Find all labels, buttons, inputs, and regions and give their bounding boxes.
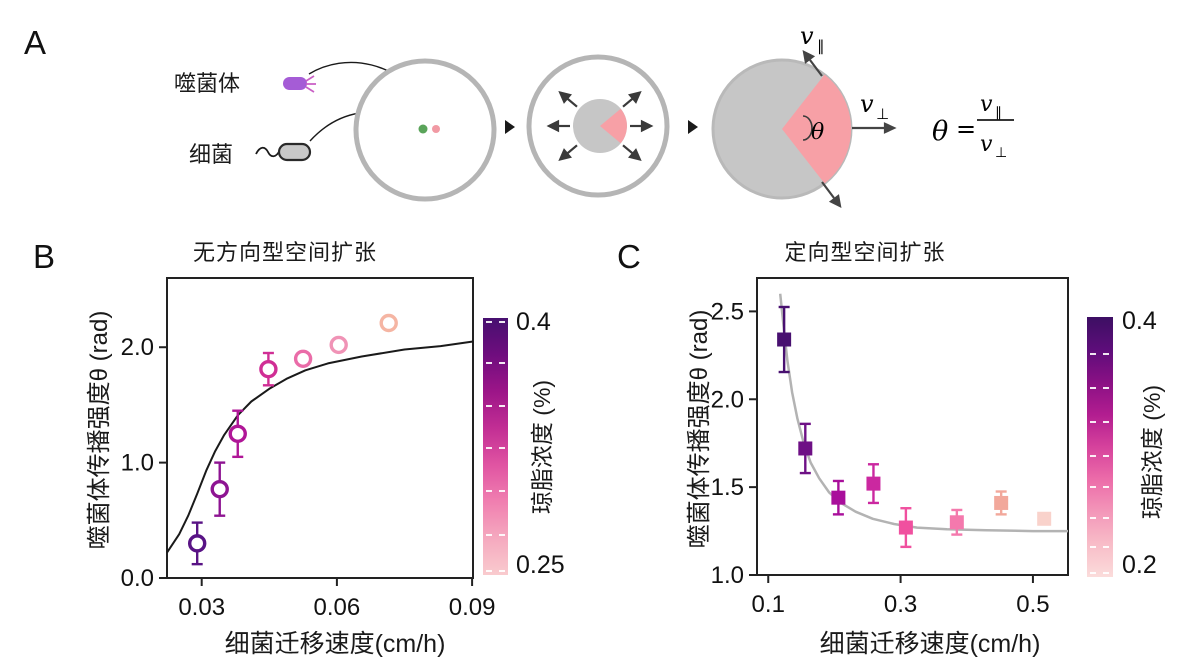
data-point-B-1 (187, 521, 207, 566)
tangential-arrows (802, 50, 842, 208)
radial-arrow (852, 122, 897, 134)
svg-text:v: v (860, 90, 874, 118)
colorbar-tick-dash (1090, 421, 1109, 423)
data-point-C-2 (798, 422, 813, 475)
data-point-C-3 (831, 479, 846, 516)
chart-b-colorbar-label: 琼脂浓度 (%) (529, 379, 555, 515)
y-tick-label-B: 0.0 (121, 565, 154, 592)
angle-arc (802, 115, 813, 141)
data-point-C-4 (866, 463, 881, 505)
y-tick-label-B: 2.0 (121, 334, 154, 361)
chart-c-plot: 0.1 0.3 0.5 1.0 1.5 2.0 2.5 (711, 277, 1069, 618)
panel-b-label: B (33, 238, 56, 275)
plot-frame-B (166, 277, 474, 579)
x-tick-label-B: 0.03 (178, 594, 225, 621)
expansion-arrows (546, 91, 654, 161)
petri-dish-inoculation (353, 58, 497, 202)
v-perp-label: v ⊥ (860, 90, 889, 123)
svg-text:v: v (800, 22, 814, 50)
fit-curve-C (778, 293, 1068, 533)
fit-curve-B (166, 340, 474, 554)
v-parallel-label: v ∥ (800, 22, 825, 55)
colorbar-tick-dash (486, 569, 505, 572)
data-point-B-4 (259, 351, 278, 387)
x-tick-label-C: 0.3 (884, 591, 917, 618)
chart-b-xlabel: 细菌迁移速度(cm/h) (224, 630, 446, 658)
svg-text:v: v (980, 92, 993, 117)
y-tick-label-C: 1.5 (711, 474, 744, 501)
y-tick-label-C: 2.0 (711, 386, 744, 413)
phage-sector (782, 74, 852, 184)
phage-label: 噬菌体 (174, 71, 240, 96)
svg-text:∥: ∥ (817, 37, 825, 55)
colorbar-tick-dash (1090, 517, 1109, 520)
svg-text:⊥: ⊥ (876, 105, 889, 123)
phage-zone-small (600, 108, 627, 144)
y-tick-label-C: 2.5 (711, 298, 744, 325)
data-point-B-6 (329, 335, 348, 355)
chart-c-colorbar (1087, 317, 1113, 577)
theta-equation: θ = v ∥ v ⊥ (932, 92, 1014, 161)
phage-seed-dot (432, 125, 440, 133)
chart-c-colorbar-max: 0.4 (1122, 307, 1157, 335)
colorbar-tick-dash (1090, 387, 1109, 390)
colorbar-tick-dash (1090, 486, 1109, 488)
data-point-C-5 (898, 507, 913, 549)
chart-b-colorbar-max: 0.4 (516, 308, 551, 336)
svg-text:=: = (956, 115, 976, 143)
svg-text:∥: ∥ (995, 105, 1002, 121)
bacteria-label: 细菌 (189, 142, 233, 167)
colorbar-tick-dash (1090, 571, 1109, 574)
svg-text:⊥: ⊥ (995, 145, 1007, 161)
colorbar-tick-dash (486, 490, 505, 493)
colorbar-tick-dash (486, 533, 505, 536)
flagellum (255, 146, 281, 158)
x-tick-label-B: 0.06 (314, 594, 361, 621)
step-arrow-1 (505, 120, 515, 134)
x-tick-label-B: 0.09 (449, 594, 495, 621)
x-tick-label-C: 0.5 (1016, 591, 1049, 618)
colorbar-tick-dash (486, 361, 505, 364)
colorbar-tick-dash (486, 446, 505, 449)
chart-b-title: 无方向型空间扩张 (192, 240, 377, 265)
data-point-C-7 (994, 490, 1009, 516)
chart-b-colorbar (483, 318, 508, 575)
x-tick-label-C: 0.1 (752, 591, 785, 618)
petri-dish-expansion (526, 54, 670, 198)
svg-text:θ: θ (932, 116, 948, 147)
colorbar-tick-dash (1090, 545, 1109, 548)
panel-a-label: A (24, 24, 47, 61)
panel-c-label: C (617, 238, 641, 275)
data-point-B-7 (379, 313, 398, 333)
panel-a-diagram: 噬菌体 细菌 (174, 22, 1014, 208)
colorbar-tick-dash (1090, 353, 1109, 356)
petri-dish-final: θ (711, 50, 897, 208)
data-point-C-1 (777, 305, 792, 374)
step-arrow-2 (688, 120, 698, 134)
data-point-B-3 (228, 409, 247, 459)
colorbar-tick-dash (486, 320, 505, 323)
data-point-C-6 (949, 508, 964, 536)
y-tick-label-B: 1.0 (121, 450, 154, 477)
data-point-B-2 (210, 461, 229, 517)
chart-c-title: 定向型空间扩张 (784, 240, 946, 265)
bacterium-icon (255, 142, 312, 162)
data-point-B-5 (293, 349, 313, 368)
y-tick-label-C: 1.0 (711, 562, 744, 589)
colorbar-tick-dash (486, 405, 505, 408)
data-point-C-8 (1037, 511, 1052, 526)
theta-angle-label: θ (811, 120, 824, 145)
svg-text:v: v (980, 132, 993, 157)
plot-frame-C (756, 277, 1069, 576)
colorbar-tick-dash (1090, 454, 1109, 457)
chart-b-colorbar-min: 0.25 (516, 551, 565, 579)
chart-c-xlabel: 细菌迁移速度(cm/h) (819, 630, 1041, 658)
bacteria-seed-dot (418, 124, 428, 134)
chart-c-colorbar-min: 0.2 (1122, 551, 1157, 579)
phage-icon (283, 75, 316, 93)
chart-b-plot: 0.03 0.06 0.09 0.0 1.0 2.0 (121, 277, 495, 621)
chart-c-colorbar-label: 琼脂浓度 (%) (1139, 384, 1165, 520)
